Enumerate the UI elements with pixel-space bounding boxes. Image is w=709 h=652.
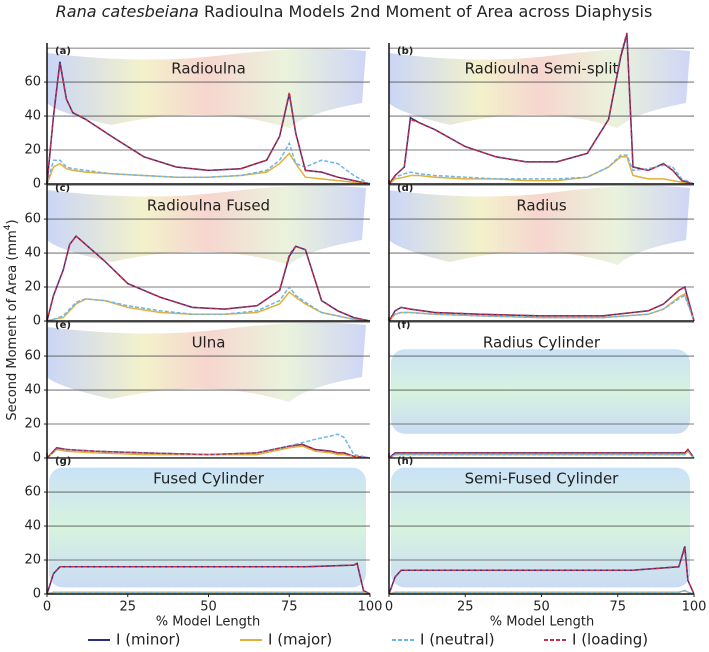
series-line <box>388 292 695 322</box>
series-line <box>388 547 695 595</box>
panel-label: (g) <box>55 456 71 467</box>
panel-label: (c) <box>55 183 70 194</box>
title-main: Radioulna Models 2nd Moment of Area acro… <box>204 2 652 21</box>
specimen-render <box>47 185 366 265</box>
panel: (d) Radius <box>388 180 695 322</box>
series-line <box>46 445 371 459</box>
x-tick-label: 100 <box>682 600 707 615</box>
specimen-render <box>49 467 366 588</box>
x-tick-label: 100 <box>358 600 383 615</box>
panel: 0 20 40 60 (e) Ulna <box>24 317 371 466</box>
y-label-main: Second Moment of Area (mm <box>5 230 20 420</box>
y-tick-label: 20 <box>24 417 41 432</box>
panel-label: (f) <box>397 320 411 331</box>
panel-label: (e) <box>55 320 71 331</box>
y-tick-label: 40 <box>24 109 41 124</box>
y-tick-label: 40 <box>24 383 41 398</box>
x-axis-label: % Model Length <box>156 615 261 630</box>
y-tick-label: 40 <box>24 246 41 261</box>
series-line <box>46 152 371 185</box>
y-tick-label: 20 <box>24 280 41 295</box>
series-line <box>46 591 371 595</box>
title: Rana catesbeiana Radioulna Models 2nd Mo… <box>56 2 653 21</box>
panel: (f) Radius Cylinder <box>388 317 695 459</box>
x-tick-label: 25 <box>119 600 136 615</box>
y-tick-label: 40 <box>24 519 41 534</box>
legend-label: I (minor) <box>116 631 181 649</box>
series-line <box>388 32 695 185</box>
y-axis-label: Second Moment of Area (mm4) <box>3 219 20 420</box>
series-line <box>46 141 371 185</box>
x-axis-label: % Model Length <box>490 615 595 630</box>
x-tick-label: 0 <box>43 600 51 615</box>
y-tick-label: 0 <box>33 451 41 466</box>
series-line <box>388 589 695 595</box>
series-line <box>388 448 695 459</box>
x-tick-label: 0 <box>385 600 393 615</box>
specimen-render <box>389 185 690 265</box>
panel-annotation: Radius <box>516 197 566 215</box>
legend-label: I (neutral) <box>420 631 495 649</box>
panel: 0 20 40 60 (c) Radioulna Fused <box>24 180 371 329</box>
series-line <box>46 562 371 595</box>
panel-label: (d) <box>397 183 413 194</box>
specimen-render <box>389 48 690 128</box>
panel-annotation: Fused Cylinder <box>153 470 265 488</box>
series-line <box>388 285 695 322</box>
x-tick-label: 25 <box>457 600 474 615</box>
series-line <box>46 235 371 322</box>
series-line <box>46 291 371 322</box>
title-species: Rana catesbeiana <box>56 2 199 21</box>
series-line <box>46 285 371 322</box>
legend-label: I (loading) <box>572 631 648 649</box>
specimen-render <box>391 467 690 588</box>
series-line <box>388 294 695 322</box>
y-tick-label: 20 <box>24 143 41 158</box>
panel: 0 20 40 60 0 25 50 75 100 (g) Fused Cylinder <box>24 453 382 615</box>
series-line <box>388 450 695 459</box>
y-label-sup: 4 <box>3 224 13 230</box>
panel: (b) Radioulna Semi-split <box>388 32 695 185</box>
y-tick-label: 0 <box>33 314 41 329</box>
y-tick-label: 0 <box>33 587 41 602</box>
y-tick-label: 60 <box>24 212 41 227</box>
panel: 0 25 50 75 100 (h) Semi-Fused Cylinder <box>385 453 707 615</box>
panel-annotation: Semi-Fused Cylinder <box>465 470 620 488</box>
legend-label: I (major) <box>268 631 332 649</box>
series-line <box>46 443 371 459</box>
panel-annotation: Radioulna Semi-split <box>465 60 619 78</box>
y-tick-label: 60 <box>24 485 41 500</box>
series-line <box>46 63 371 185</box>
panel-label: (b) <box>397 46 413 57</box>
series-line <box>388 156 695 185</box>
panel-annotation: Radius Cylinder <box>483 334 601 352</box>
panel-annotation: Radioulna Fused <box>147 197 270 215</box>
y-tick-label: 60 <box>24 75 41 90</box>
panel-annotation: Radioulna <box>171 60 246 78</box>
panel: 0 20 40 60 (a) Radioulna <box>24 43 371 192</box>
y-label-end: ) <box>5 219 20 224</box>
x-tick-label: 75 <box>609 600 626 615</box>
panel-label: (a) <box>55 46 71 57</box>
specimen-render <box>391 349 690 434</box>
y-tick-label: 0 <box>33 177 41 192</box>
series-line <box>46 433 371 459</box>
y-tick-label: 20 <box>24 553 41 568</box>
x-tick-label: 50 <box>533 600 550 615</box>
specimen-render <box>47 322 366 402</box>
series-line <box>388 448 695 459</box>
panel-label: (h) <box>397 456 413 467</box>
x-tick-label: 75 <box>281 600 298 615</box>
series-line <box>388 154 695 185</box>
panel-annotation: Ulna <box>192 334 226 352</box>
x-tick-label: 50 <box>200 600 217 615</box>
y-tick-label: 60 <box>24 349 41 364</box>
